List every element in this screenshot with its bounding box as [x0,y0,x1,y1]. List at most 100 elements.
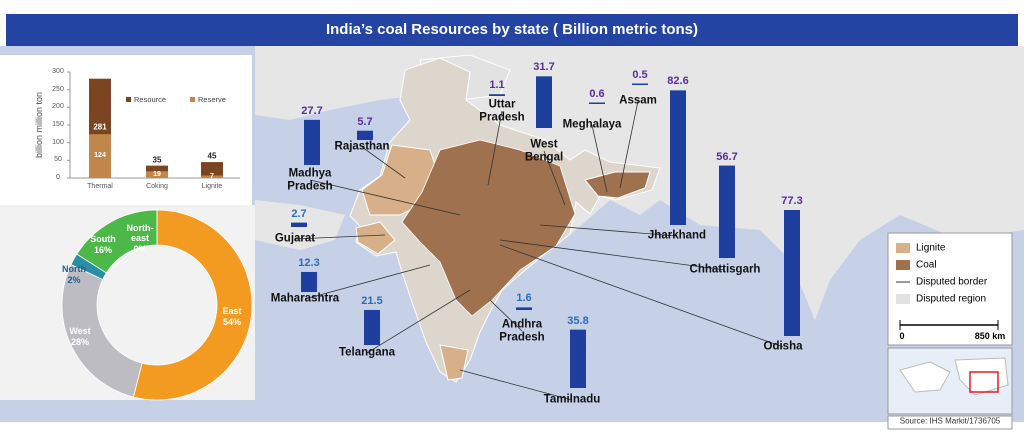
slice-value: 0% [133,244,147,255]
state-bar [357,130,373,140]
legend-label: Resource [134,94,167,104]
leader-line [539,224,678,237]
state-name: Meghalaya [562,118,622,131]
y-tick-label: 100 [52,138,64,146]
slice-name: North-east [126,223,154,243]
slice-value: 16% [93,245,113,256]
inset-bar [146,171,168,178]
state-value: 31.7 [533,61,555,74]
state-name: Uttar Pradesh [479,98,525,123]
state-bar [489,94,505,96]
state-name: Assam [619,94,657,107]
data-label: 124 [94,152,106,160]
state-name: Tamilnadu [543,393,601,406]
data-label: 19 [153,170,161,178]
lignite-region [355,221,396,255]
lignite-region [439,344,469,381]
inset-bar [201,162,223,178]
scale-label: 850 km [974,331,1006,342]
scale-label: 0 [899,331,905,342]
title-banner [6,14,1018,46]
leader-line [459,369,573,401]
state-name: West Bengal [524,138,564,163]
state-name: Madhya Pradesh [287,167,333,192]
state-name: Andhra Pradesh [499,318,545,343]
leader-line [304,264,431,300]
y-tick-label: 300 [52,68,64,76]
title: India’s coal Resources by state ( Billio… [325,20,699,38]
state-bar [719,165,735,258]
state-value: 0.5 [632,69,648,82]
legend-swatch [896,294,910,304]
leader-line [487,110,503,186]
state-name: Rajasthan [334,140,390,153]
leader-line [294,234,386,240]
coal-region [584,171,651,199]
leader-line [591,124,608,193]
state-bar [364,309,380,345]
x-tick-label: Lignite [201,183,223,191]
slice-value: 2% [67,275,81,286]
data-label: 45 [207,151,217,161]
state-bar [570,329,586,388]
legend-label: Disputed region [916,293,987,305]
locator-frame [969,371,999,393]
state-name: Odisha [763,340,803,353]
state-value: 35.8 [567,314,589,327]
state-name: Chhattisgarh [689,263,761,276]
state-bar [304,119,320,165]
leader-line [543,150,566,206]
leader-line [361,146,406,179]
data-label: 7 [210,172,214,180]
inset-panel [0,55,252,205]
state-value: 56.7 [716,150,738,163]
leader-line [499,244,784,348]
source-box [887,415,1013,430]
slice-name: West [69,326,91,337]
state-value: 12.3 [298,256,320,269]
state-value: 1.1 [489,79,505,92]
slice-name: South [90,234,116,245]
locator-land [899,357,1009,396]
state-bar [670,90,686,225]
legend-label: Disputed border [916,276,988,288]
legend-label: Coal [916,259,937,271]
donut-slice [132,209,253,401]
state-value: 27.7 [301,104,323,117]
coal-region [401,139,576,317]
state-value: 82.6 [667,75,689,88]
inset-bar [201,175,223,178]
legend-label: Reserve [198,94,226,104]
state-name: Maharashtra [270,292,340,305]
slice-value: 54% [222,317,242,328]
legend-swatch [126,97,131,102]
data-label: 35 [152,155,162,165]
state-name: Telangana [338,346,396,359]
legend-swatch [896,260,910,270]
leader-line [619,100,639,189]
state-name: Jharkhand [647,229,707,242]
source: Source: IHS Markit/1736705 [899,416,1001,426]
slice-name: East [222,306,242,317]
leader-line [499,239,726,271]
x-tick-label: Coking [146,183,168,191]
inset-bar [89,134,111,178]
y-tick-label: 150 [52,121,64,129]
footer [0,422,1024,445]
leader-line [309,179,461,216]
leader-line [366,289,471,354]
state-name: Gujarat [274,232,316,245]
state-bar [536,76,552,128]
y-tick-label: 0 [56,174,60,182]
y-tick-label: 250 [52,85,64,93]
slice-value: 28% [70,337,90,348]
x-tick-label: Thermal [87,183,113,191]
legend-swatch [896,243,910,253]
state-value: 5.7 [357,115,373,128]
state-value: 1.6 [516,292,532,305]
state-bar [516,307,532,310]
state-bar [589,102,605,104]
state-bar [632,83,648,85]
